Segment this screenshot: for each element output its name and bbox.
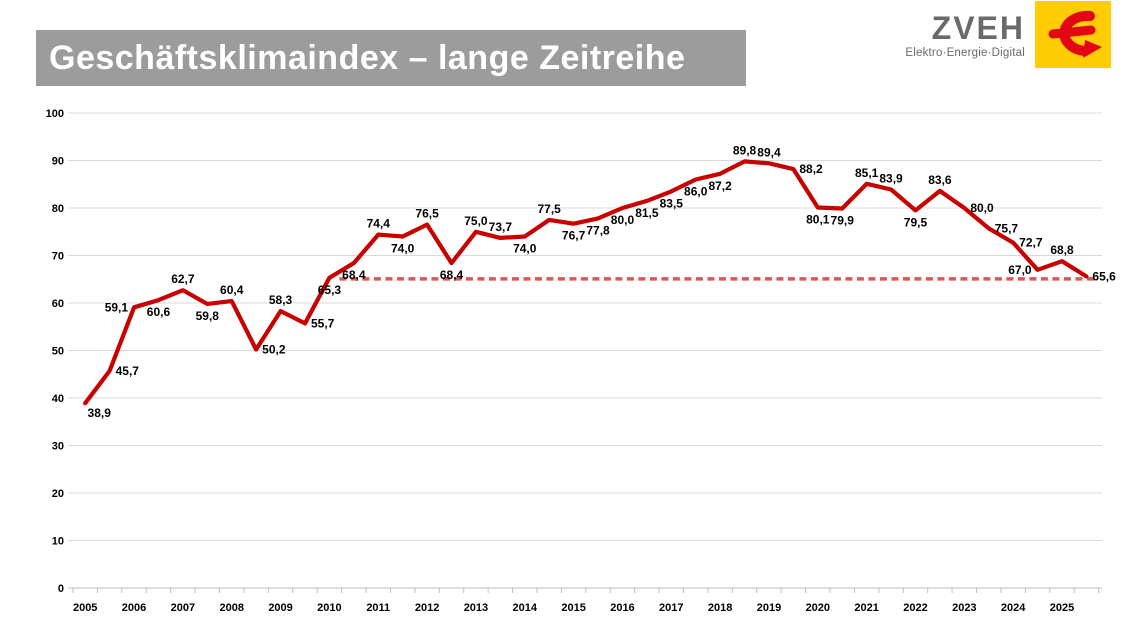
x-axis-year-label: 2014 [513,602,538,614]
logo-tagline-text: Elektro·Energie·Digital [905,47,1025,59]
data-point-label: 58,3 [269,293,293,307]
data-point-label: 79,9 [831,213,855,227]
data-point-label: 73,7 [489,220,513,234]
x-axis-year-label: 2023 [952,602,976,614]
logo-brand-text: ZVEH [931,10,1025,46]
data-point-label: 60,4 [220,283,244,297]
data-point-label: 80,0 [970,201,994,215]
x-axis-year-label: 2013 [464,602,488,614]
x-axis-year-label: 2019 [757,602,781,614]
data-point-label: 76,5 [415,207,439,221]
data-point-label: 79,5 [904,215,928,229]
data-point-label: 74,0 [391,242,415,256]
x-axis-year-label: 2012 [415,602,439,614]
data-point-label: 83,9 [879,171,903,185]
x-axis-year-label: 2022 [903,602,927,614]
data-point-label: 77,5 [538,202,562,216]
data-point-label: 65,3 [318,283,342,297]
data-point-label: 59,1 [105,300,129,314]
x-axis-year-label: 2024 [1001,602,1026,614]
y-axis-tick-label: 50 [52,346,64,358]
data-point-label: 86,0 [684,185,708,199]
page-title: Geschäftsklimaindex – lange Zeitreihe [49,38,686,77]
data-point-label: 68,4 [342,268,366,282]
x-axis-year-label: 2017 [659,602,683,614]
y-axis-tick-label: 40 [52,393,64,405]
x-axis-year-label: 2007 [171,602,195,614]
x-axis-year-label: 2016 [610,602,634,614]
x-axis-year-label: 2025 [1050,602,1074,614]
data-point-label: 68,8 [1050,243,1074,257]
climate-index-line [83,159,1089,406]
x-axis-year-label: 2005 [73,602,97,614]
x-axis-year-label: 2018 [708,602,732,614]
data-point-label: 83,6 [928,173,952,187]
data-point-label: 59,8 [196,309,220,323]
y-axis-tick-label: 10 [52,536,64,548]
data-point-label: 74,0 [513,242,537,256]
y-axis-tick-label: 60 [52,298,64,310]
stylized-e-icon [1048,10,1102,58]
x-axis-year-label: 2021 [854,602,878,614]
zveh-logo-icon [1035,1,1111,68]
data-point-label: 45,7 [116,364,140,378]
data-point-label: 38,9 [88,406,112,420]
data-point-label: 77,8 [586,223,610,237]
title-bar: Geschäftsklimaindex – lange Zeitreihe [36,30,746,86]
data-point-label: 89,8 [733,143,757,157]
x-axis-year-label: 2020 [806,602,830,614]
data-point-label: 76,7 [562,229,586,243]
data-point-label: 87,2 [708,179,732,193]
data-point-label: 80,1 [806,213,830,227]
data-point-label: 75,7 [995,221,1019,235]
zveh-logo: ZVEH Elektro·Energie·Digital [893,12,1025,59]
x-axis-year-label: 2009 [268,602,292,614]
y-axis-tick-label: 20 [52,488,64,500]
data-point-label: 65,6 [1092,269,1116,283]
data-point-label: 80,0 [611,213,635,227]
y-axis-tick-label: 100 [46,108,64,120]
data-point-label: 89,4 [757,145,781,159]
x-axis-year-label: 2011 [366,602,390,614]
x-axis-year-label: 2008 [219,602,243,614]
data-point-label: 60,6 [147,305,171,319]
data-point-label: 62,7 [171,272,195,286]
y-axis-tick-label: 70 [52,251,64,263]
data-point-label: 74,4 [367,217,391,231]
data-point-label: 50,2 [262,343,286,357]
data-point-label: 83,5 [660,196,684,210]
data-point-label: 72,7 [1019,236,1043,250]
x-axis-year-label: 2015 [561,602,585,614]
data-point-label: 88,2 [799,162,823,176]
data-point-label: 68,4 [440,268,464,282]
data-point-label: 85,1 [855,166,879,180]
y-axis-tick-label: 30 [52,441,64,453]
data-point-label: 81,5 [635,206,659,220]
x-axis-year-label: 2010 [317,602,341,614]
y-axis-tick-label: 0 [58,583,64,595]
x-axis-year-label: 2006 [122,602,146,614]
y-axis-tick-label: 90 [52,156,64,168]
data-point-label: 67,0 [1008,263,1032,277]
data-point-label: 55,7 [311,316,335,330]
data-point-label: 75,0 [464,214,488,228]
y-axis-tick-label: 80 [52,203,64,215]
